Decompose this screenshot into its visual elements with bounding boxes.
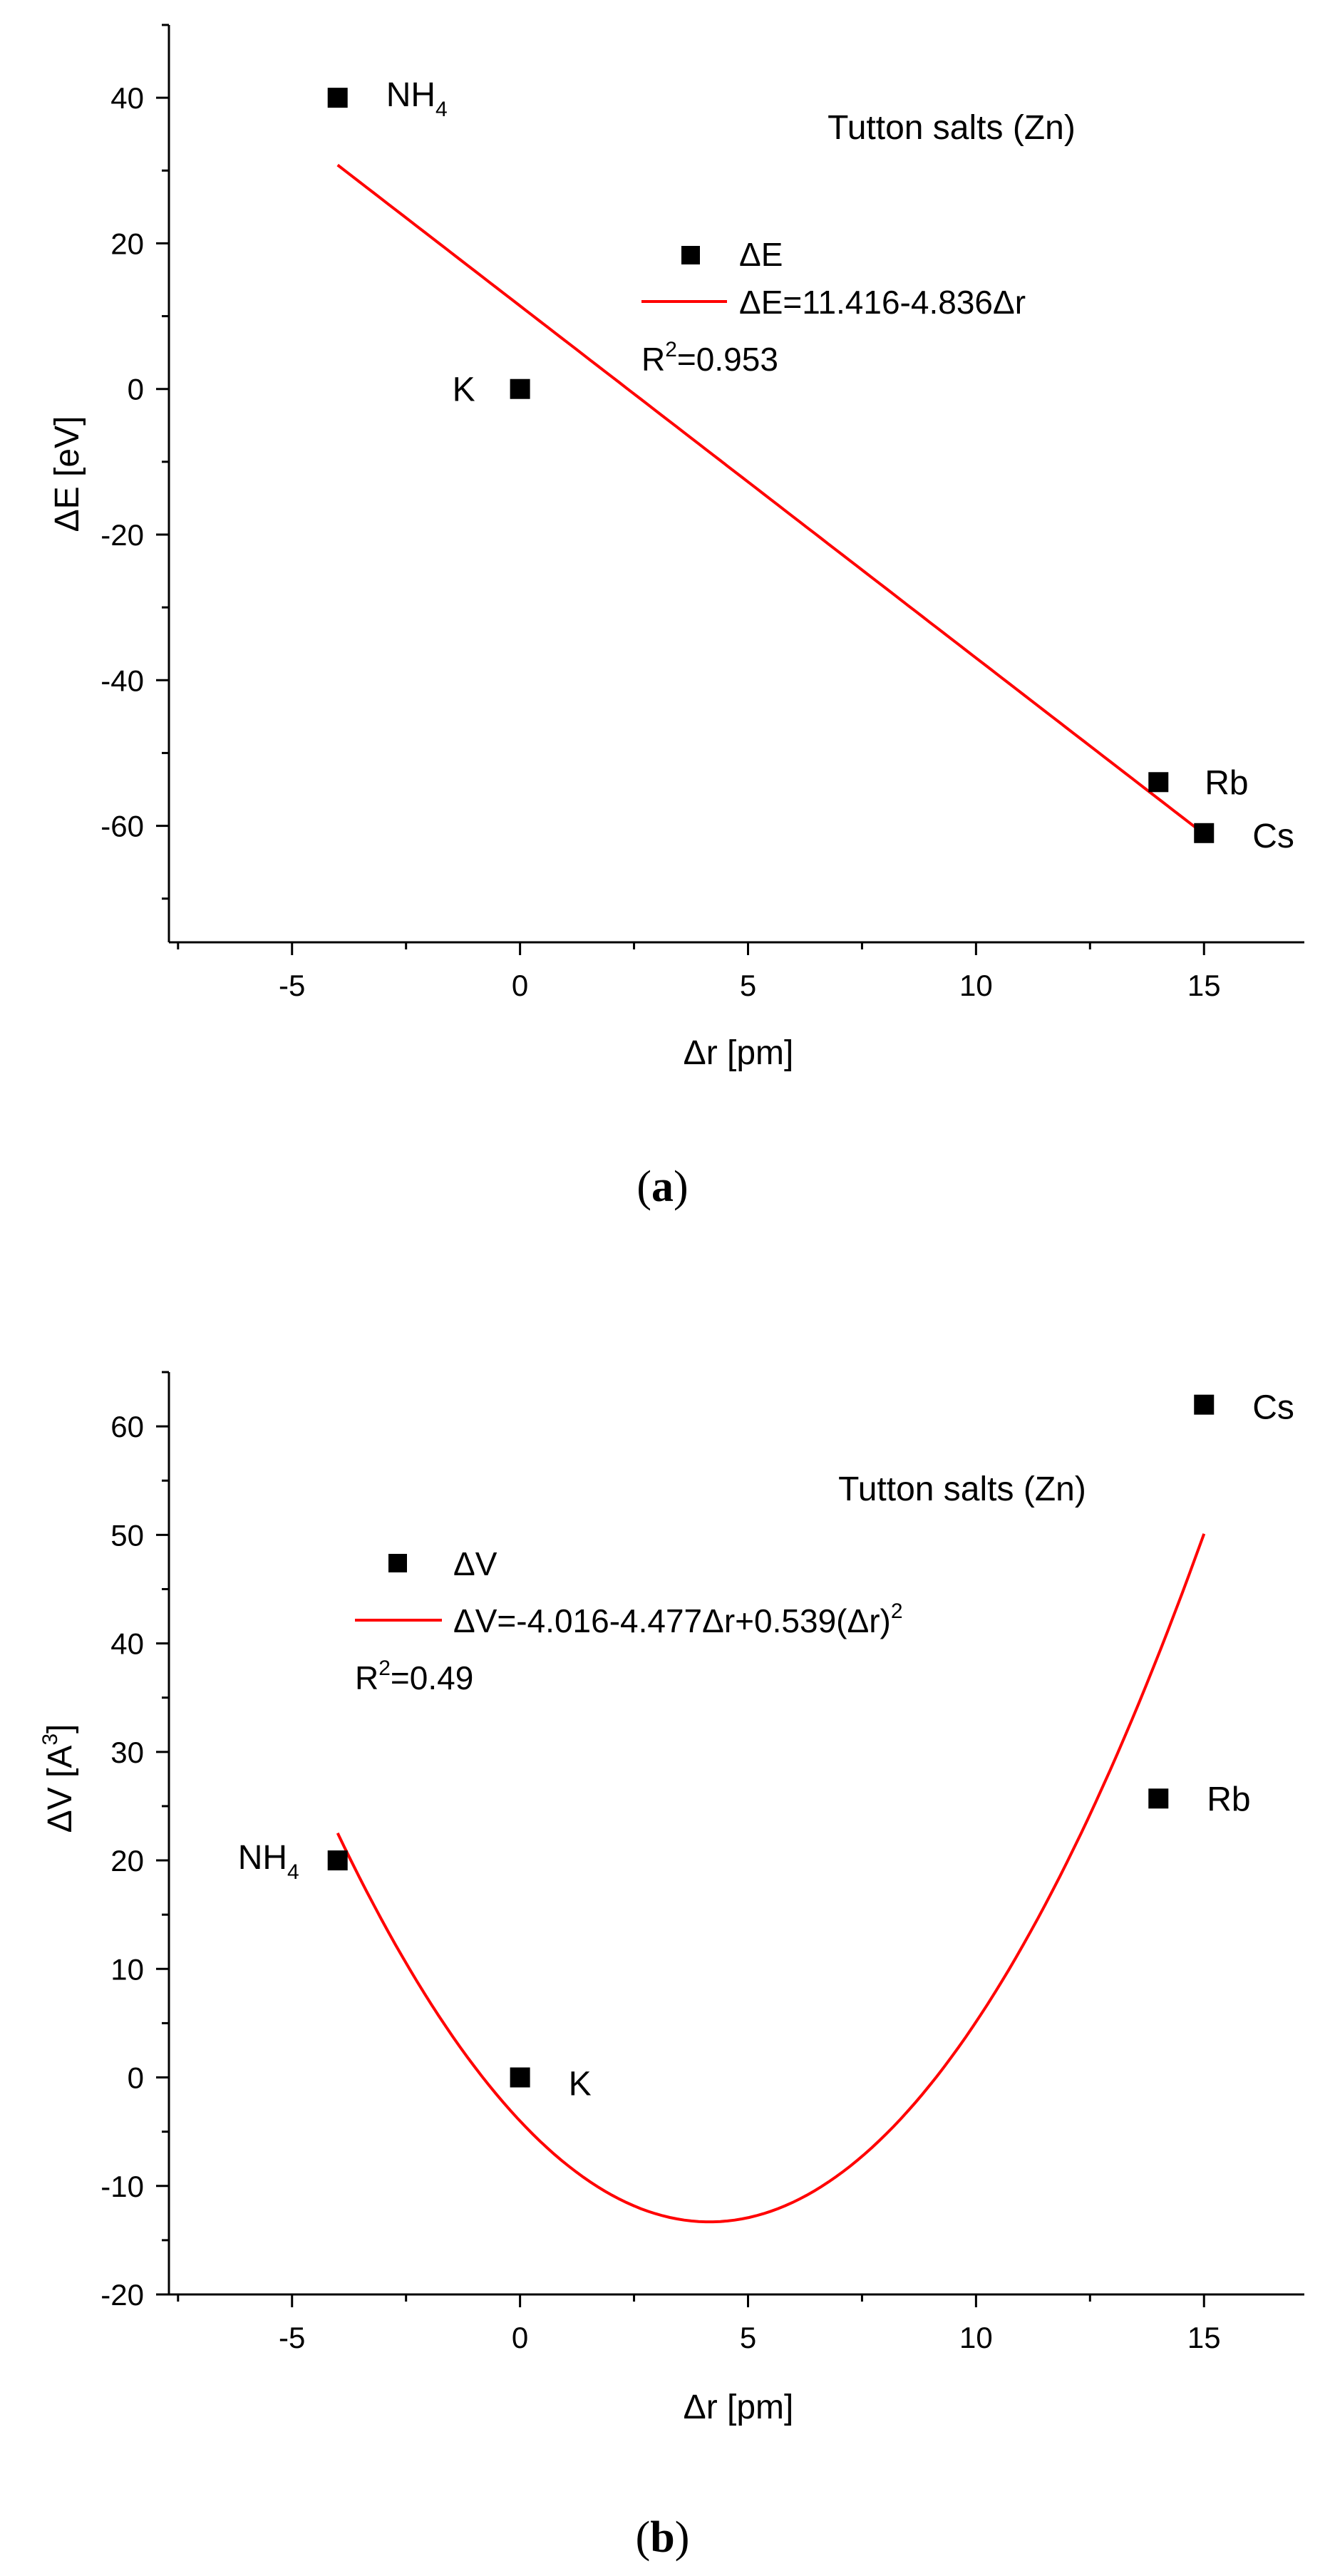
caption-b: (b)	[635, 2513, 690, 2562]
chart-a-x-tick-label: 0	[512, 969, 528, 1002]
chart-a-fit-path	[336, 163, 1205, 835]
chart-b-title: Tutton salts (Zn)	[838, 1470, 1086, 1508]
chart-b-y-tick-label: 0	[128, 2061, 144, 2095]
chart-a-y-tick-label: -40	[100, 664, 144, 697]
chart-b-y-tick-label: 50	[110, 1518, 144, 1552]
chart-a-ticks: -5 0 5 10 15 -60 -40 -20 0 20 40	[100, 24, 1221, 1002]
chart-a-x-label: Δr [pm]	[684, 1034, 794, 1072]
chart-b-data-point	[327, 1850, 348, 1871]
chart-a-data-point	[327, 88, 348, 108]
chart-a-y-tick-label: 40	[110, 81, 144, 115]
caption-a: (a)	[636, 1163, 689, 1211]
chart-b-data-point	[510, 2067, 530, 2088]
chart-a-point-label: K	[453, 371, 475, 409]
chart-b-x-tick-label: 15	[1187, 2321, 1221, 2354]
chart-a-legend-fit-label: ΔE=11.416-4.836Δr	[739, 284, 1026, 321]
chart-a-data-point	[1148, 772, 1169, 793]
chart-b-data-point	[1148, 1788, 1169, 1809]
chart-b-y-label: ΔV [A3]	[38, 1724, 79, 1833]
chart-a-data-point	[1194, 823, 1215, 843]
chart-b-point-label: NH4	[238, 1839, 299, 1884]
chart-b: -5 0 5 10 15 -20 -10 0 10 20 30 40 50 60 NH4 K Rb Cs Tut…	[38, 1371, 1304, 2426]
chart-b-point-label: Rb	[1207, 1781, 1250, 1818]
chart-a-x-tick-label: 5	[740, 969, 756, 1002]
chart-b-ticks: -5 0 5 10 15 -20 -10 0 10 20 30 40 50 60	[100, 1371, 1221, 2354]
chart-a-y-label: ΔE [eV]	[48, 416, 86, 532]
chart-a-point-label: NH4	[386, 76, 448, 121]
chart-b-fit-curve	[336, 1533, 1206, 2224]
chart-a-legend: ΔE ΔE=11.416-4.836Δr R2=0.953	[641, 236, 1026, 378]
chart-a-data-point	[510, 378, 530, 399]
chart-b-y-tick-label: 40	[110, 1627, 144, 1661]
chart-a-x-tick-label: 15	[1187, 969, 1221, 1002]
chart-a-r-squared: R2=0.953	[641, 338, 778, 378]
chart-b-y-tick-label: -20	[100, 2278, 144, 2312]
chart-b-legend-fit-label: ΔV=-4.016-4.477Δr+0.539(Δr)2	[453, 1599, 903, 1639]
chart-a-legend-series-name: ΔE	[739, 236, 783, 273]
chart-a-y-tick-label: 20	[110, 227, 144, 260]
chart-a-point-label: Cs	[1252, 818, 1294, 855]
chart-a-point-label: Rb	[1205, 764, 1248, 802]
chart-b-point-label: Cs	[1252, 1389, 1294, 1427]
chart-b-y-tick-label: 30	[110, 1736, 144, 1769]
chart-b-y-tick-label: 10	[110, 1952, 144, 1986]
chart-a-x-tick-label: 10	[959, 969, 993, 1002]
chart-a-y-tick-label: 0	[128, 373, 144, 406]
chart-a-x-tick-label: -5	[279, 969, 305, 1002]
chart-b-point-label: K	[569, 2066, 592, 2103]
chart-a-fit-line	[336, 163, 1205, 835]
chart-b-fit-path	[336, 1533, 1206, 2224]
chart-a-y-tick-label: -60	[100, 810, 144, 843]
chart-b-y-tick-label: -10	[100, 2170, 144, 2203]
chart-b-legend: ΔV ΔV=-4.016-4.477Δr+0.539(Δr)2 R2=0.49	[355, 1545, 903, 1696]
chart-b-data-point	[1194, 1394, 1215, 1415]
chart-b-x-tick-label: 5	[740, 2321, 756, 2354]
chart-a-y-tick-label: -20	[100, 518, 144, 552]
chart-b-y-tick-label: 20	[110, 1844, 144, 1877]
chart-b-legend-marker	[388, 1554, 407, 1572]
chart-a-legend-marker	[681, 246, 700, 264]
chart-b-x-tick-label: 10	[959, 2321, 993, 2354]
chart-b-y-tick-label: 60	[110, 1410, 144, 1443]
chart-a-axes	[167, 25, 1304, 944]
chart-b-legend-series-name: ΔV	[453, 1545, 497, 1582]
chart-b-x-tick-label: 0	[512, 2321, 528, 2354]
chart-b-x-label: Δr [pm]	[684, 2389, 794, 2426]
chart-a-title: Tutton salts (Zn)	[828, 109, 1076, 147]
chart-b-axes	[167, 1372, 1304, 2296]
chart-b-x-tick-label: -5	[279, 2321, 305, 2354]
chart-b-data-points: NH4 K Rb Cs	[238, 1389, 1294, 2103]
chart-b-r-squared: R2=0.49	[355, 1657, 473, 1696]
